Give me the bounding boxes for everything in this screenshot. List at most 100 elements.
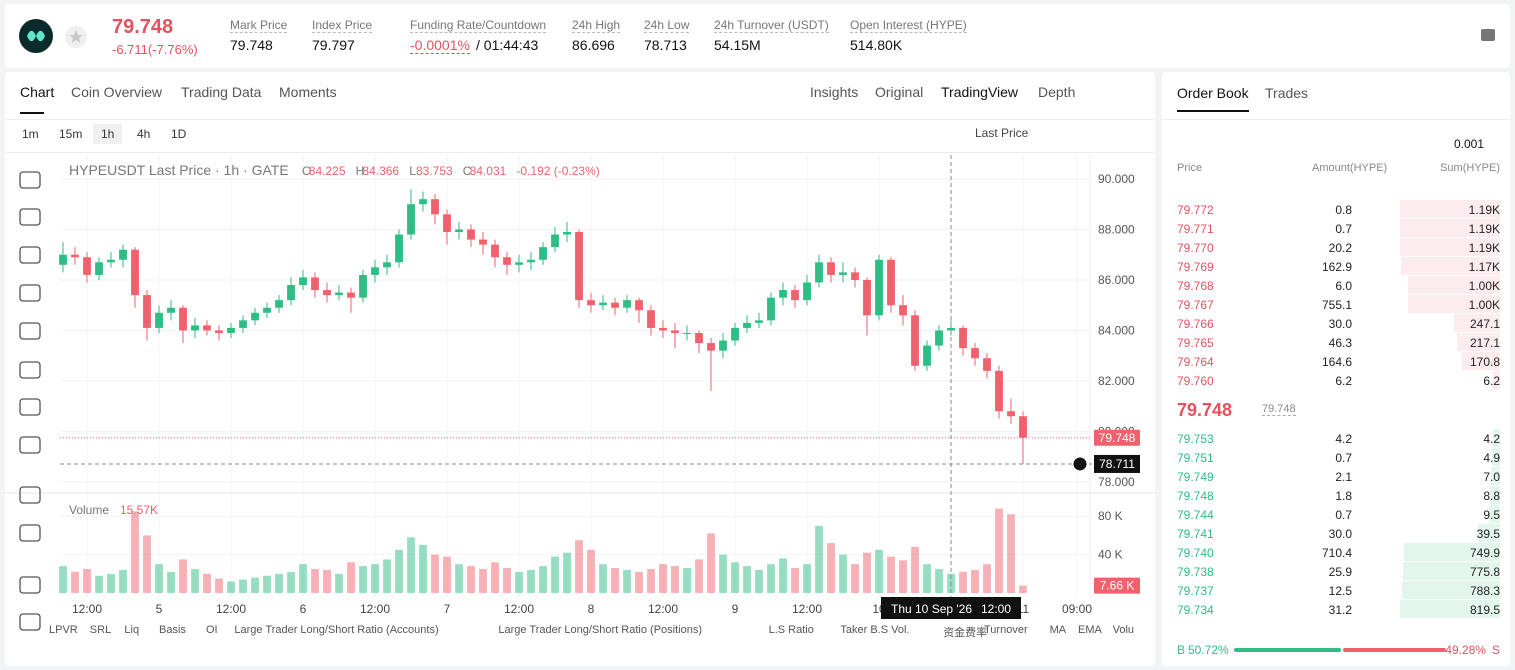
crosshair-date: Thu 10 Sep '26 xyxy=(891,602,972,616)
interval[interactable]: 1m xyxy=(22,127,39,141)
x-tick-label: 12:00 xyxy=(792,602,822,616)
divider xyxy=(1162,119,1510,120)
indicator[interactable]: Large Trader Long/Short Ratio (Positions… xyxy=(498,624,702,636)
book-sum: 39.5 xyxy=(1476,527,1500,541)
view-tab[interactable]: TradingView xyxy=(941,84,1019,100)
depth-bar xyxy=(1401,581,1500,599)
candle-body xyxy=(83,257,91,275)
col-sum: Sum(HYPE) xyxy=(1440,162,1500,174)
indicator[interactable]: Volu xyxy=(1112,624,1135,636)
book-sum: 6.2 xyxy=(1483,374,1500,388)
last-price-tag xyxy=(1094,429,1140,446)
candle-body xyxy=(203,325,211,331)
book-amount: 20.2 xyxy=(1328,241,1352,255)
tool-icon[interactable] xyxy=(19,246,41,264)
menu-icon[interactable] xyxy=(1479,26,1497,44)
book-price: 79.764 xyxy=(1177,355,1214,369)
book-amount: 164.6 xyxy=(1321,355,1352,369)
interval[interactable]: 4h xyxy=(137,127,151,141)
tool-icon[interactable] xyxy=(19,284,41,302)
candle-body xyxy=(935,330,943,346)
tool-icon[interactable] xyxy=(19,436,41,454)
book-price: 79.772 xyxy=(1177,203,1214,217)
price-source[interactable]: Last Price xyxy=(975,126,1029,140)
book-amount: 0.7 xyxy=(1335,222,1352,236)
book-sum: 4.9 xyxy=(1483,451,1500,465)
indicator[interactable]: Turnover xyxy=(984,624,1028,636)
indicator[interactable]: Liq xyxy=(124,624,140,636)
tab[interactable]: Coin Overview xyxy=(71,84,163,100)
indicator[interactable]: LPVR xyxy=(49,624,78,636)
indicator[interactable]: 资金费率 xyxy=(943,627,988,639)
indicator[interactable]: OI xyxy=(206,624,218,636)
col-amount: Amount(HYPE) xyxy=(1312,162,1388,174)
tab-underline xyxy=(20,112,44,114)
favorite-star[interactable] xyxy=(65,26,87,48)
indicator[interactable]: EMA xyxy=(1078,624,1102,636)
interval[interactable]: 1D xyxy=(171,127,187,141)
order-book-tab[interactable]: Order Book xyxy=(1177,85,1249,101)
tool-icon[interactable] xyxy=(19,576,41,594)
trades-tab[interactable]: Trades xyxy=(1265,85,1309,101)
tool-icon[interactable] xyxy=(19,613,41,631)
volume-bar xyxy=(539,566,547,593)
book-price: 79.740 xyxy=(1177,546,1214,560)
book-amount: 25.9 xyxy=(1328,565,1352,579)
volume-bar xyxy=(659,564,667,593)
y-tick-label: 88.000 xyxy=(1098,222,1135,236)
depth-bar xyxy=(1492,429,1500,447)
candle-body xyxy=(767,297,775,321)
book-sum: 170.8 xyxy=(1469,355,1500,369)
volume-bar xyxy=(983,564,991,593)
tool-icon[interactable] xyxy=(19,398,41,416)
tab[interactable]: Moments xyxy=(279,84,337,100)
stat-value: -0.0001% xyxy=(410,37,470,54)
candle-body xyxy=(539,247,547,260)
depth-bar xyxy=(1400,200,1500,218)
indicator[interactable]: Basis xyxy=(159,624,186,636)
tool-icon[interactable] xyxy=(19,486,41,504)
volume-last-tag xyxy=(1094,577,1140,594)
tool-icon[interactable] xyxy=(19,361,41,379)
candle-body xyxy=(287,285,295,301)
indicator[interactable]: Taker B.S Vol. xyxy=(840,624,910,636)
volume-bar xyxy=(203,573,211,593)
volume-bar xyxy=(863,552,871,593)
precision[interactable]: 0.001 xyxy=(1454,137,1485,151)
view-tab[interactable]: Insights xyxy=(810,84,859,100)
interval[interactable]: 1h xyxy=(93,124,123,144)
tool-icon[interactable] xyxy=(19,171,41,189)
ohlc-legend: 84.225 xyxy=(309,164,346,178)
tool-icon[interactable] xyxy=(19,208,41,226)
volume-bar xyxy=(959,571,967,593)
depth-bar xyxy=(1402,562,1500,580)
book-price: 79.771 xyxy=(1177,222,1214,236)
volume-bar xyxy=(635,571,643,593)
volume-bar xyxy=(251,577,259,593)
volume-bar xyxy=(887,556,895,593)
tool-icon[interactable] xyxy=(19,524,41,542)
tab[interactable]: Trading Data xyxy=(181,84,262,100)
indicator[interactable]: Large Trader Long/Short Ratio (Accounts) xyxy=(234,624,439,636)
tool-icon[interactable] xyxy=(19,322,41,340)
volume-bar xyxy=(347,562,355,593)
indicator[interactable]: L.S Ratio xyxy=(768,624,814,636)
volume-bar xyxy=(1019,585,1027,593)
candle-body xyxy=(431,199,439,215)
candle-body xyxy=(851,272,859,280)
book-sum: 1.00K xyxy=(1468,298,1500,312)
x-tick-label: 12:00 xyxy=(216,602,246,616)
view-tab[interactable]: Depth xyxy=(1038,84,1076,100)
indicator[interactable]: SRL xyxy=(89,624,112,636)
view-tab[interactable]: Original xyxy=(875,84,924,100)
x-tick-label: 5 xyxy=(156,602,163,616)
sell-bar xyxy=(1342,648,1446,652)
volume-bar xyxy=(239,579,247,593)
interval[interactable]: 15m xyxy=(59,127,83,141)
candle-body xyxy=(911,315,919,366)
volume-bar xyxy=(767,564,775,593)
indicator[interactable]: MA xyxy=(1049,624,1067,636)
candle-body xyxy=(503,257,511,265)
tab[interactable]: Chart xyxy=(20,84,55,100)
book-sum: 1.17K xyxy=(1468,260,1500,274)
